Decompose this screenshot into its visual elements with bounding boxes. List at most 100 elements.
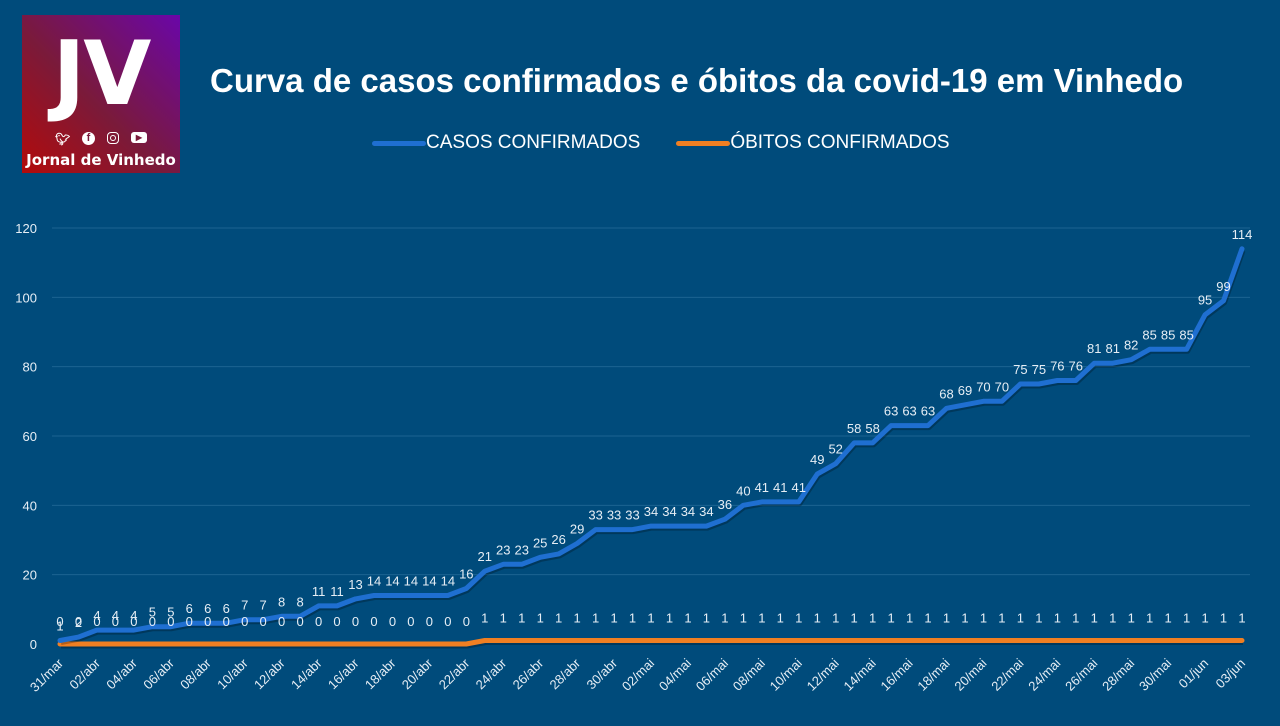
- casos-data-label: 8: [296, 594, 303, 609]
- obitos-data-label: 1: [666, 611, 673, 626]
- casos-data-label: 14: [367, 573, 381, 588]
- obitos-data-label: 1: [814, 611, 821, 626]
- logo-name: Jornal de Vinhedo: [26, 151, 176, 169]
- legend-swatch-casos: [372, 140, 426, 146]
- chart-legend: CASOS CONFIRMADOS ÓBITOS CONFIRMADOS: [372, 132, 986, 154]
- x-tick-label: 16/abr: [325, 655, 362, 692]
- casos-data-label: 68: [939, 386, 953, 401]
- casos-data-label: 41: [792, 480, 806, 495]
- casos-data-label: 58: [847, 421, 861, 436]
- obitos-data-label: 0: [370, 614, 377, 629]
- obitos-data-label: 1: [574, 611, 581, 626]
- obitos-data-label: 1: [1183, 611, 1190, 626]
- obitos-data-label: 0: [186, 614, 193, 629]
- y-tick-label: 0: [30, 637, 37, 652]
- obitos-data-label: 0: [407, 614, 414, 629]
- obitos-data-label: 1: [740, 611, 747, 626]
- logo-initials: JV: [52, 22, 152, 125]
- casos-data-label: 76: [1050, 359, 1064, 374]
- y-tick-label: 60: [23, 429, 37, 444]
- social-icons: 🐦︎ f ▶: [22, 132, 180, 146]
- obitos-data-label: 0: [112, 614, 119, 629]
- casos-data-label: 33: [625, 508, 639, 523]
- casos-data-label: 49: [810, 452, 824, 467]
- casos-data-label: 40: [736, 483, 750, 498]
- facebook-icon: f: [82, 132, 95, 145]
- casos-data-label: 23: [496, 542, 510, 557]
- casos-data-label: 7: [260, 598, 267, 613]
- obitos-data-label: 0: [130, 614, 137, 629]
- obitos-data-label: 1: [777, 611, 784, 626]
- casos-data-label: 34: [662, 504, 676, 519]
- y-tick-label: 120: [15, 221, 37, 236]
- x-tick-label: 08/abr: [177, 655, 214, 692]
- x-tick-label: 04/mai: [656, 655, 694, 693]
- casos-data-label: 6: [204, 601, 211, 616]
- casos-data-label: 11: [330, 584, 344, 599]
- casos-data-label: 69: [958, 383, 972, 398]
- x-tick-label: 12/mai: [804, 655, 842, 693]
- x-tick-label: 18/abr: [362, 655, 399, 692]
- obitos-data-label: 1: [537, 611, 544, 626]
- obitos-data-label: 1: [924, 611, 931, 626]
- x-tick-label: 20/mai: [951, 655, 989, 693]
- obitos-data-label: 0: [389, 614, 396, 629]
- casos-data-label: 33: [607, 508, 621, 523]
- obitos-data-label: 1: [1128, 611, 1135, 626]
- x-tick-label: 10/mai: [767, 655, 805, 693]
- obitos-data-label: 0: [260, 614, 267, 629]
- casos-data-label: 36: [718, 497, 732, 512]
- casos-data-label: 29: [570, 521, 584, 536]
- obitos-data-label: 0: [352, 614, 359, 629]
- x-tick-label: 02/mai: [619, 655, 657, 693]
- x-tick-label: 30/abr: [584, 655, 621, 692]
- obitos-data-label: 1: [610, 611, 617, 626]
- obitos-data-label: 0: [204, 614, 211, 629]
- obitos-data-label: 0: [93, 614, 100, 629]
- casos-data-label: 34: [681, 504, 695, 519]
- series-shadow: [60, 249, 1246, 645]
- casos-data-label: 58: [865, 421, 879, 436]
- casos-data-label: 14: [404, 573, 418, 588]
- obitos-data-label: 1: [684, 611, 691, 626]
- casos-data-label: 25: [533, 535, 547, 550]
- legend-item-obitos: ÓBITOS CONFIRMADOS: [676, 132, 950, 154]
- chart-title: Curva de casos confirmados e óbitos da c…: [210, 62, 1184, 99]
- casos-data-label: 52: [828, 442, 842, 457]
- legend-item-casos: CASOS CONFIRMADOS: [372, 132, 640, 154]
- legend-swatch-obitos: [676, 140, 731, 146]
- obitos-data-label: 1: [500, 611, 507, 626]
- casos-data-label: 2: [75, 615, 82, 630]
- casos-data-label: 6: [186, 601, 193, 616]
- casos-data-label: 1: [56, 619, 63, 634]
- obitos-data-label: 1: [980, 611, 987, 626]
- obitos-data-label: 1: [1238, 611, 1245, 626]
- x-tick-label: 18/mai: [914, 655, 952, 693]
- obitos-data-label: 0: [278, 614, 285, 629]
- x-tick-label: 14/abr: [288, 655, 325, 692]
- casos-data-label: 99: [1216, 279, 1230, 294]
- casos-data-label: 81: [1087, 341, 1101, 356]
- x-tick-label: 06/mai: [693, 655, 731, 693]
- y-tick-label: 100: [15, 290, 37, 305]
- obitos-data-label: 0: [426, 614, 433, 629]
- obitos-data-label: 1: [555, 611, 562, 626]
- instagram-icon: [107, 132, 119, 144]
- casos-data-label: 26: [551, 532, 565, 547]
- x-tick-label: 26/abr: [510, 655, 547, 692]
- obitos-data-label: 1: [1220, 611, 1227, 626]
- obitos-data-label: 1: [481, 611, 488, 626]
- obitos-data-label: 1: [869, 611, 876, 626]
- obitos-data-label: 1: [721, 611, 728, 626]
- casos-data-label: 23: [514, 542, 528, 557]
- casos-data-label: 63: [884, 404, 898, 419]
- obitos-data-label: 1: [1165, 611, 1172, 626]
- casos-data-label: 41: [773, 480, 787, 495]
- casos-data-label: 11: [312, 584, 326, 599]
- casos-data-label: 16: [459, 567, 473, 582]
- casos-data-label: 63: [921, 404, 935, 419]
- casos-data-label: 5: [149, 605, 156, 620]
- obitos-data-label: 1: [943, 611, 950, 626]
- obitos-data-label: 1: [851, 611, 858, 626]
- obitos-data-label: 0: [75, 614, 82, 629]
